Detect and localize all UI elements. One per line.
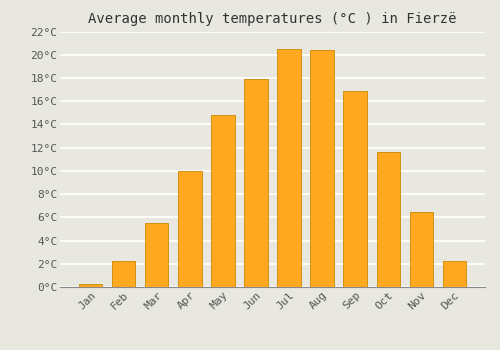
Bar bbox=[146, 223, 169, 287]
Bar bbox=[442, 261, 466, 287]
Bar bbox=[376, 152, 400, 287]
Bar bbox=[80, 284, 102, 287]
Bar bbox=[112, 261, 136, 287]
Bar bbox=[344, 91, 366, 287]
Bar bbox=[310, 50, 334, 287]
Bar bbox=[212, 115, 234, 287]
Title: Average monthly temperatures (°C ) in Fierzë: Average monthly temperatures (°C ) in Fi… bbox=[88, 12, 457, 26]
Bar bbox=[278, 49, 300, 287]
Bar bbox=[178, 171, 202, 287]
Bar bbox=[410, 211, 432, 287]
Bar bbox=[244, 79, 268, 287]
